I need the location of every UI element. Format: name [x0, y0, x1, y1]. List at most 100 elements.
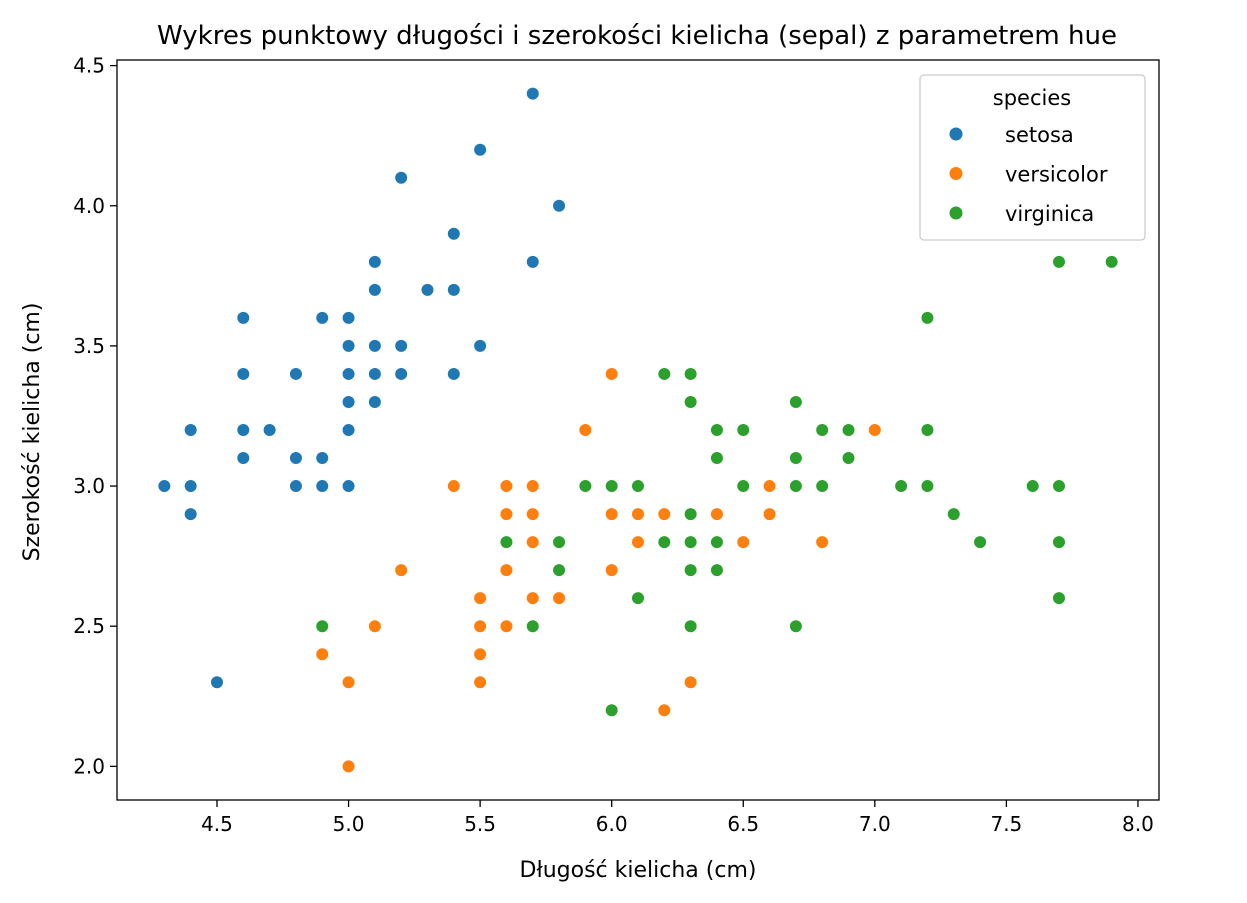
point-virginica-39: [315, 619, 330, 634]
point-setosa-28: [341, 423, 356, 437]
x-axis-label: Długość kielicha (cm): [520, 858, 757, 883]
y-tick-label: 4.5: [73, 54, 105, 78]
point-virginica-2: [920, 310, 935, 325]
point-virginica-25: [683, 507, 698, 522]
point-versicolor-28: [473, 647, 488, 662]
point-virginica-28: [552, 535, 567, 550]
point-virginica-29: [657, 535, 672, 550]
point-setosa-8: [420, 282, 435, 297]
point-versicolor-30: [473, 675, 488, 690]
point-setosa-33: [183, 479, 198, 494]
point-setosa-15: [394, 338, 409, 353]
y-tick-label: 3.5: [73, 334, 105, 358]
point-versicolor-11: [657, 507, 672, 522]
point-setosa-12: [341, 310, 356, 325]
x-tick-label: 5.5: [464, 812, 496, 836]
point-versicolor-22: [525, 591, 540, 606]
points-layer: [157, 86, 1119, 774]
point-versicolor-17: [815, 535, 830, 550]
point-setosa-34: [288, 479, 303, 494]
point-virginica-10: [841, 423, 856, 437]
y-tick-label: 2.5: [73, 614, 105, 638]
point-virginica-7: [709, 423, 724, 437]
point-virginica-12: [709, 451, 724, 466]
point-virginica-37: [631, 591, 645, 606]
point-setosa-35: [315, 479, 330, 494]
point-virginica-0: [1052, 254, 1067, 269]
x-tick-label: 5.0: [333, 812, 365, 836]
point-versicolor-24: [367, 619, 382, 634]
point-versicolor-12: [709, 507, 724, 522]
point-versicolor-3: [446, 479, 461, 494]
point-setosa-17: [236, 366, 251, 381]
point-virginica-27: [499, 535, 514, 550]
point-versicolor-0: [604, 366, 619, 381]
point-versicolor-18: [394, 563, 409, 578]
point-versicolor-16: [736, 535, 751, 550]
point-versicolor-2: [867, 423, 882, 437]
point-setosa-38: [209, 675, 224, 690]
point-setosa-2: [394, 170, 409, 185]
x-tick-label: 7.0: [859, 812, 891, 836]
point-versicolor-21: [473, 591, 488, 606]
point-virginica-43: [604, 703, 619, 718]
point-virginica-30: [683, 535, 698, 550]
point-setosa-31: [315, 451, 330, 466]
point-versicolor-5: [525, 479, 540, 494]
point-setosa-16: [473, 338, 488, 353]
point-virginica-38: [1052, 591, 1067, 606]
point-virginica-3: [657, 366, 672, 381]
point-setosa-13: [341, 338, 356, 353]
point-versicolor-15: [631, 535, 645, 550]
point-virginica-42: [788, 619, 803, 634]
point-versicolor-9: [604, 507, 619, 522]
point-versicolor-33: [341, 759, 356, 774]
point-setosa-4: [446, 226, 461, 241]
point-setosa-21: [394, 366, 409, 381]
x-tick-label: 6.5: [727, 812, 759, 836]
point-versicolor-29: [341, 675, 356, 690]
point-versicolor-31: [683, 675, 698, 690]
point-virginica-17: [631, 479, 645, 494]
point-versicolor-19: [499, 563, 514, 578]
point-virginica-9: [815, 423, 830, 437]
point-virginica-41: [683, 619, 698, 634]
point-virginica-18: [736, 479, 751, 494]
y-tick-label: 2.0: [73, 754, 105, 778]
point-setosa-25: [183, 423, 198, 437]
point-virginica-26: [946, 507, 961, 522]
point-setosa-14: [367, 338, 382, 353]
point-virginica-24: [1052, 479, 1067, 494]
point-versicolor-20: [604, 563, 619, 578]
x-tick-label: 6.0: [596, 812, 628, 836]
point-setosa-32: [157, 479, 172, 494]
point-virginica-40: [525, 619, 540, 634]
point-setosa-19: [341, 366, 356, 381]
point-virginica-11: [920, 423, 935, 437]
point-setosa-23: [341, 394, 356, 409]
point-versicolor-10: [631, 507, 645, 522]
point-virginica-15: [578, 479, 593, 494]
point-virginica-14: [841, 451, 856, 466]
point-virginica-20: [815, 479, 830, 494]
point-setosa-1: [473, 142, 488, 157]
point-setosa-37: [183, 507, 198, 522]
point-versicolor-14: [525, 535, 540, 550]
x-axis-ticks: 4.5 5.0 5.5 6.0 6.5 7.0 7.5 8.0: [201, 800, 1154, 836]
chart-title: Wykres punktowy długości i szerokości ki…: [157, 21, 1117, 51]
point-setosa-36: [341, 479, 356, 494]
point-setosa-0: [525, 86, 540, 101]
point-virginica-5: [683, 394, 698, 409]
legend-marker-virginica: [948, 205, 964, 221]
point-setosa-6: [525, 254, 540, 269]
point-virginica-21: [894, 479, 909, 494]
point-versicolor-13: [762, 507, 777, 522]
point-virginica-13: [788, 451, 803, 466]
legend-label-virginica: virginica: [1005, 202, 1094, 226]
point-versicolor-27: [315, 647, 330, 662]
point-setosa-24: [367, 394, 382, 409]
point-setosa-20: [367, 366, 382, 381]
point-setosa-18: [288, 366, 303, 381]
point-versicolor-1: [578, 423, 593, 437]
